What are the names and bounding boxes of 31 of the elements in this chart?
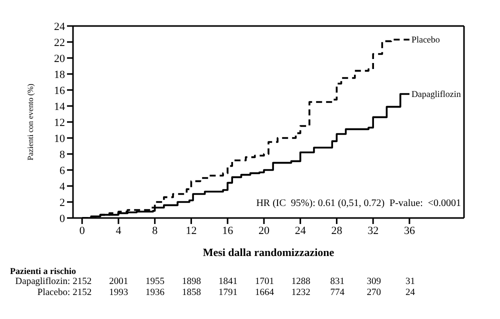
x-axis-title: Mesi dalla randomizzazione (202, 247, 334, 259)
x-tick-label: 24 (294, 224, 306, 237)
x-tick-label: 36 (404, 224, 416, 237)
y-tick-label: 4 (60, 180, 66, 193)
y-tick-label: 18 (54, 68, 66, 81)
y-tick-label: 0 (60, 212, 66, 225)
text: Pazienti a rischio (10, 266, 76, 276)
y-tick-label: 20 (54, 52, 66, 65)
y-tick-label: 14 (54, 100, 66, 113)
text: Dapagliflozin: 2152 2001 1955 1898 1841 1701 1288 831 309 31 (15, 277, 416, 287)
y-tick-label: 24 (54, 20, 66, 33)
x-tick-label: 8 (152, 224, 158, 237)
y-tick-label: 2 (60, 196, 65, 209)
y-tick-label: 12 (54, 116, 65, 129)
x-tick-label: 12 (186, 224, 197, 237)
y-tick-label: 22 (54, 36, 65, 49)
series-label: Dapagliflozin (411, 89, 462, 99)
y-tick-label: 6 (60, 164, 66, 177)
x-tick-label: 32 (368, 224, 379, 237)
x-tick-label: 16 (222, 224, 234, 237)
x-tick-label: 20 (258, 224, 270, 237)
text: Placebo: 2152 1993 1936 1858 1791 1664 1232 774 270 24 (37, 288, 416, 298)
x-tick-label: 4 (116, 224, 122, 237)
x-tick-label: 0 (79, 224, 86, 237)
series-label: Placebo (411, 34, 440, 45)
y-tick-label: 16 (54, 84, 66, 97)
y-axis-title: Pazienti con evento (%) (26, 83, 35, 160)
y-tick-label: 10 (54, 132, 66, 145)
x-tick-label: 28 (331, 224, 343, 237)
y-tick-label: 8 (60, 148, 66, 161)
annotation: HR (IC 95%): 0.61 (0,51, 0.72) P-value: <0.0001 (256, 198, 461, 209)
